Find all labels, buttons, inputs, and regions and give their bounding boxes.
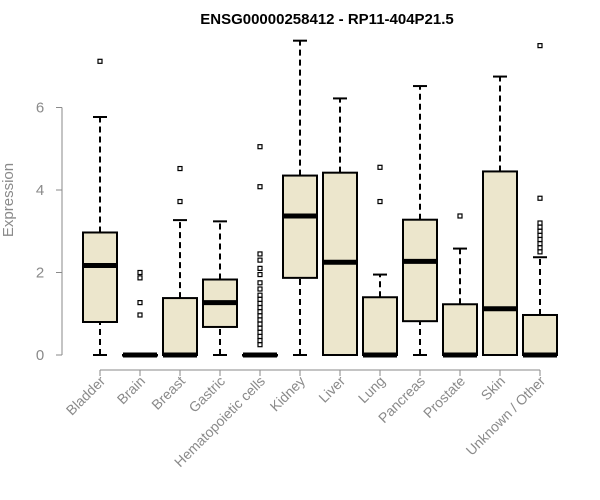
y-tick-label: 2 xyxy=(36,265,44,282)
box-kidney xyxy=(282,39,318,356)
outlier-point xyxy=(137,275,143,281)
outlier-point xyxy=(257,144,263,150)
outlier-point xyxy=(137,300,143,306)
x-tick-label: Brain xyxy=(114,373,148,407)
outlier-point xyxy=(257,184,263,190)
outlier-point xyxy=(457,213,463,219)
x-tick-label: Liver xyxy=(315,373,348,406)
box-rect xyxy=(442,303,478,357)
outlier-point xyxy=(257,317,263,323)
outlier-point xyxy=(537,228,543,234)
outlier-point xyxy=(537,241,543,247)
outlier-point xyxy=(257,296,263,302)
outlier-point xyxy=(177,198,183,205)
outlier-point xyxy=(177,165,183,172)
outlier-point xyxy=(257,321,263,327)
x-tick-label: Skin xyxy=(478,373,509,404)
box-liver xyxy=(322,97,358,356)
x-tick-label: Bladder xyxy=(63,373,109,419)
outlier-point xyxy=(537,236,543,243)
outlier-point xyxy=(537,43,543,49)
outlier-point xyxy=(257,265,263,271)
outlier-point xyxy=(537,232,543,238)
outlier-point xyxy=(257,309,263,315)
outlier-point xyxy=(537,220,543,226)
box-bladder xyxy=(82,58,118,356)
box-skin xyxy=(482,75,518,356)
outlier-point xyxy=(257,304,263,311)
box-gastric xyxy=(202,220,238,356)
outlier-point xyxy=(377,198,383,205)
outlier-point xyxy=(257,337,263,344)
outlier-point xyxy=(257,286,263,292)
outlier-point xyxy=(537,249,543,255)
x-tick-label: Lung xyxy=(355,373,388,406)
box-breast xyxy=(162,165,198,358)
x-tick-label: Breast xyxy=(148,373,188,413)
box-rect xyxy=(482,170,518,356)
box-rect xyxy=(402,218,438,323)
box-rect xyxy=(82,231,118,323)
y-axis-label: Expression xyxy=(0,163,17,237)
chart-title: ENSG00000258412 - RP11-404P21.5 xyxy=(200,11,454,28)
box-pancreas xyxy=(402,85,438,356)
outlier-point xyxy=(257,329,263,335)
outlier-point xyxy=(537,224,543,230)
outlier-point xyxy=(257,300,263,307)
outlier-point xyxy=(257,271,263,278)
box-prostate xyxy=(442,213,478,358)
box-rect xyxy=(162,297,198,357)
box-series xyxy=(82,39,558,358)
box-unknown-other xyxy=(522,43,558,358)
box-lung xyxy=(362,164,398,358)
x-tick-label: Kidney xyxy=(267,373,309,415)
box-hematopoietic-cells xyxy=(242,144,278,358)
x-tick-label: Prostate xyxy=(420,373,468,421)
outlier-point xyxy=(257,325,263,331)
outlier-point xyxy=(377,164,383,170)
outlier-point xyxy=(257,313,263,319)
outlier-point xyxy=(257,280,263,286)
outlier-point xyxy=(537,195,543,201)
y-tick-label: 4 xyxy=(36,182,44,199)
outlier-point xyxy=(537,245,543,251)
outlier-point xyxy=(137,312,143,318)
outlier-point xyxy=(257,333,263,340)
outlier-point xyxy=(257,292,263,298)
outlier-point xyxy=(257,342,263,348)
box-rect xyxy=(522,313,558,356)
outlier-point xyxy=(257,251,263,257)
box-rect xyxy=(362,296,398,356)
box-rect xyxy=(282,174,318,279)
y-tick-label: 0 xyxy=(36,347,44,364)
outlier-point xyxy=(137,269,143,276)
outlier-point xyxy=(97,58,103,64)
box-brain xyxy=(122,269,158,358)
outlier-point xyxy=(257,257,263,263)
y-tick-label: 6 xyxy=(36,100,44,117)
